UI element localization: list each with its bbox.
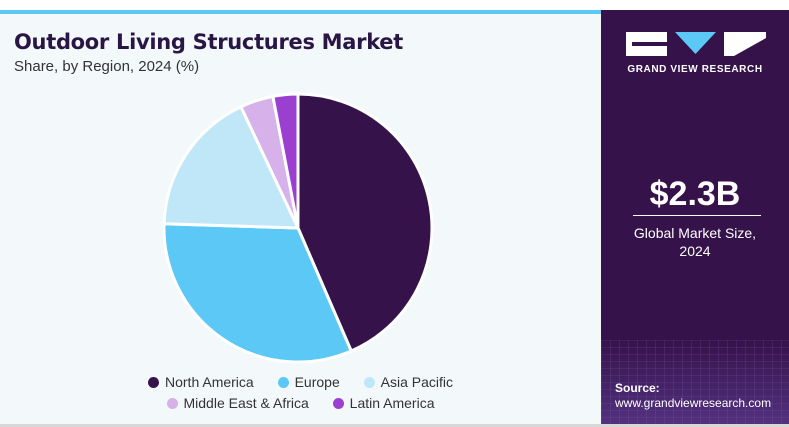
legend-item-europe: Europe [277,374,340,390]
legend-label-middle-east-africa: Middle East & Africa [183,395,309,411]
legend-label-latin-america: Latin America [349,395,435,411]
market-size-label: Global Market Size, 2024 [601,224,789,260]
logo-icon [626,32,766,56]
legend-item-latin-america: Latin America [332,395,435,411]
legend-swatch-asia-pacific [363,377,375,388]
chart-subtitle: Share, by Region, 2024 (%) [14,58,200,75]
divider [633,215,761,216]
legend-row-1: North America Europe Asia Pacific [0,374,601,390]
summary-panel: GRAND VIEW RESEARCH $2.3B Global Market … [601,10,789,424]
legend-item-asia-pacific: Asia Pacific [363,374,453,390]
chart-title: Outdoor Living Structures Market [14,30,403,54]
legend-swatch-latin-america [332,398,344,409]
legend-label-europe: Europe [294,374,340,390]
top-accent-bar [0,10,601,14]
pie-slice-europe [162,222,353,364]
legend-swatch-europe [277,377,289,388]
bottom-border [0,424,789,427]
legend-label-north-america: North America [165,374,254,390]
market-size-value: $2.3B [649,175,741,213]
legend-row-2: Middle East & Africa Latin America [0,395,601,411]
legend-label-asia-pacific: Asia Pacific [380,374,453,390]
pie-slice-north-america [296,92,434,353]
legend-item-middle-east-africa: Middle East & Africa [166,395,309,411]
legend-item-north-america: North America [148,374,254,390]
source-label: Source: [615,381,660,395]
legend-swatch-middle-east-africa [166,398,178,409]
pie-slice-latin-america [271,92,300,230]
source-link[interactable]: www.grandviewresearch.com [615,396,772,410]
market-size-label-line-2: 2024 [679,243,711,259]
pie-slice-asia-pacific [162,105,300,230]
brand-name: GRAND VIEW RESEARCH [627,64,763,75]
pie-chart [162,92,434,364]
grid-pattern [601,340,789,424]
legend-swatch-north-america [148,377,159,388]
market-size-label-line-1: Global Market Size, [633,225,757,241]
